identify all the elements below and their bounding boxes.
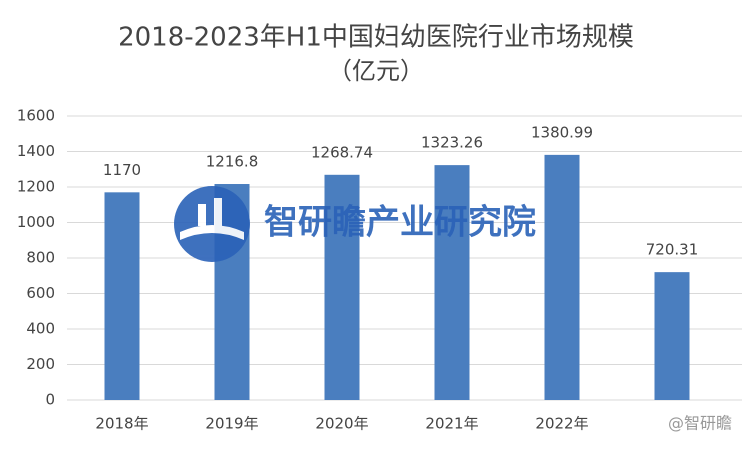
- y-tick-label: 1200: [17, 178, 55, 196]
- logo-wave: [180, 225, 244, 240]
- bar: [434, 165, 470, 400]
- y-tick-label: 200: [26, 355, 55, 373]
- data-label: 1216.8: [206, 153, 259, 171]
- y-tick-label: 800: [26, 249, 55, 267]
- plot-area: 0 200 400 600 800 1000 1200 1400 1600 2018年 1170 20…: [17, 107, 742, 433]
- y-tick-label: 1600: [17, 107, 55, 125]
- watermark: 智研瞻产业研究院: [264, 203, 536, 243]
- x-tick-label: 2019年: [205, 415, 258, 433]
- logo-circle: [174, 186, 250, 262]
- data-label: 1323.26: [421, 134, 483, 152]
- data-label: 720.31: [646, 241, 699, 259]
- y-tick-label: 600: [26, 284, 55, 302]
- logo-tower: [198, 204, 206, 226]
- x-tick-label: 2021年: [425, 415, 478, 433]
- logo-tower: [214, 198, 222, 226]
- data-label: 1268.74: [311, 143, 373, 161]
- logo: [174, 186, 250, 262]
- bar: [324, 174, 360, 400]
- data-label: 1170: [103, 161, 141, 179]
- y-tick-label: 400: [26, 320, 55, 338]
- credit: @智研瞻: [668, 414, 732, 433]
- bar: [654, 272, 690, 400]
- y-tick-label: 1000: [17, 213, 55, 231]
- bar: [544, 154, 580, 400]
- chart-subtitle: （亿元）: [328, 57, 424, 85]
- data-label: 1380.99: [531, 123, 593, 141]
- x-tick-label: 2018年: [95, 415, 148, 433]
- x-tick-label: 2020年: [315, 415, 368, 433]
- chart-title: 2018-2023年H1中国妇幼医院行业市场规模: [118, 23, 634, 53]
- y-tick-label: 1400: [17, 142, 55, 160]
- bar: [104, 192, 140, 400]
- x-tick-label: 2022年: [535, 415, 588, 433]
- y-tick-label: 0: [45, 391, 55, 409]
